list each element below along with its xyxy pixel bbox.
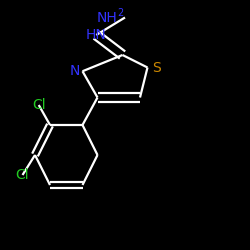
Text: HN: HN [86, 28, 106, 42]
Text: Cl: Cl [32, 98, 46, 112]
Text: S: S [152, 60, 161, 74]
Text: NH: NH [97, 10, 117, 24]
Text: N: N [70, 64, 80, 78]
Text: 2: 2 [118, 8, 124, 18]
Text: Cl: Cl [16, 168, 29, 182]
